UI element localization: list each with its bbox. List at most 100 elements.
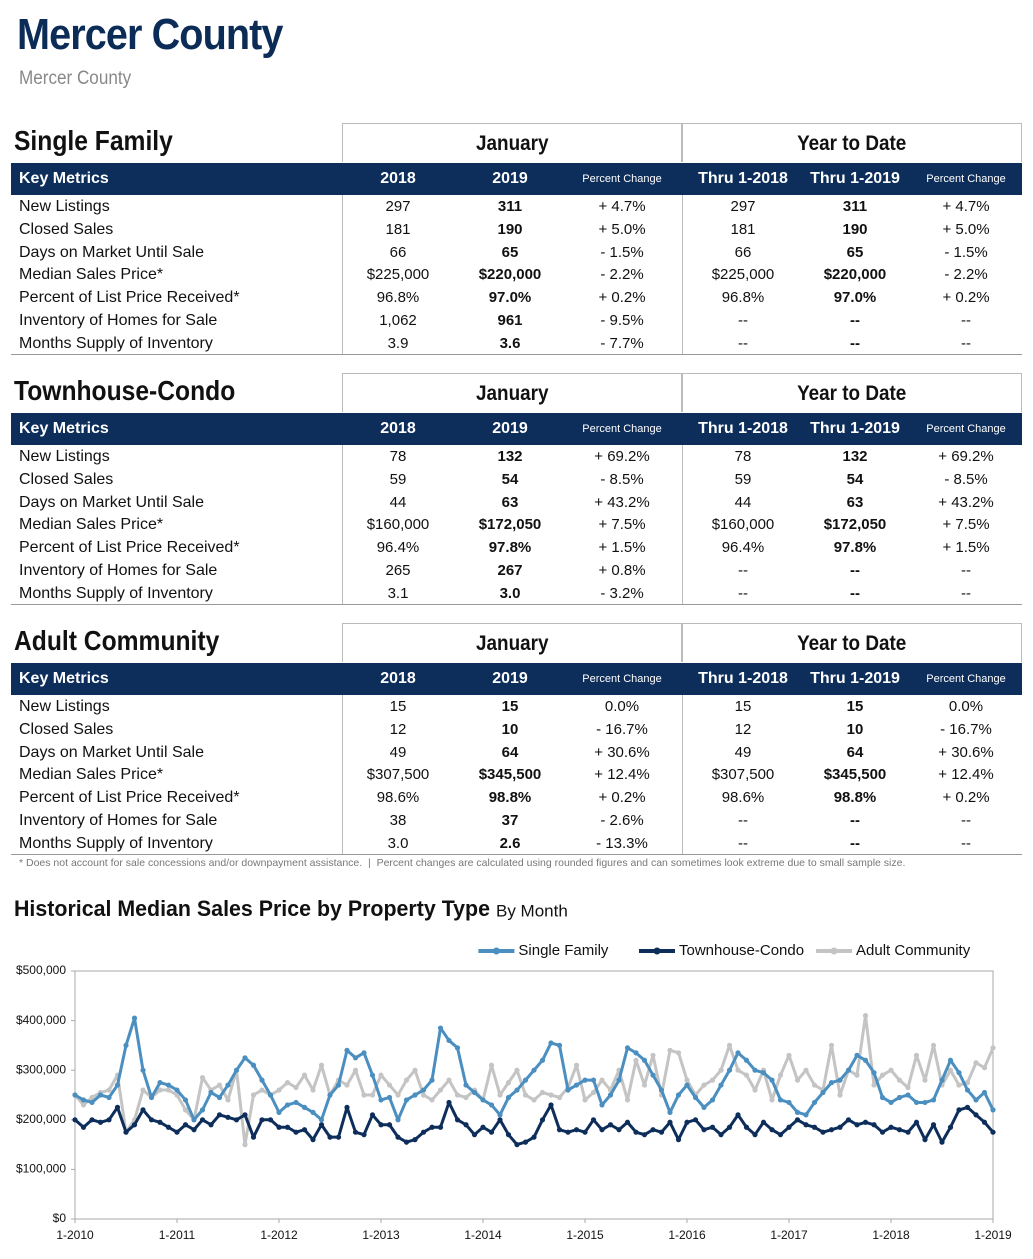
data-point	[854, 1122, 860, 1128]
cell-value: 311	[497, 198, 523, 215]
data-point	[522, 1077, 529, 1083]
bottom-rule	[11, 354, 1022, 355]
row-label: Months Supply of Inventory	[19, 584, 213, 602]
cell-value: 38	[389, 812, 407, 829]
chart-subtitle: By Month	[496, 901, 568, 920]
data-point	[267, 1117, 274, 1123]
cell-value: 1,062	[379, 312, 417, 329]
data-point	[522, 1139, 529, 1145]
section-title: Single Family	[14, 125, 173, 156]
data-point	[777, 1097, 784, 1103]
data-point	[650, 1072, 656, 1078]
cell-value: 63	[846, 493, 864, 511]
data-point	[276, 1087, 282, 1093]
cell-value: - 13.3%	[596, 834, 648, 852]
x-tick-label: 1-2019	[974, 1228, 1012, 1242]
header-row	[11, 413, 1022, 445]
data-point	[182, 1107, 189, 1113]
data-point	[701, 1104, 707, 1110]
data-point	[922, 1077, 928, 1083]
row-label: Months Supply of Inventory	[19, 334, 213, 352]
cell-value: 37	[501, 812, 519, 829]
section-title: Adult Community	[14, 625, 220, 656]
legend-swatch-dot	[653, 947, 661, 955]
cell-value: 181	[385, 220, 411, 238]
x-tick-label: 1-2016	[668, 1228, 706, 1242]
data-point	[650, 1127, 656, 1133]
data-point	[735, 1067, 741, 1073]
cell-value: 0.0%	[604, 698, 640, 715]
column-header: 2019	[492, 420, 528, 437]
period-header: Year to Date	[682, 623, 1022, 662]
data-point	[820, 1129, 826, 1135]
column-header: Key Metrics	[19, 170, 109, 187]
cell-value: - 1.5%	[944, 243, 988, 261]
data-point	[786, 1099, 792, 1106]
column-header: Key Metrics	[19, 420, 109, 437]
data-point	[718, 1082, 724, 1088]
data-point	[667, 1109, 673, 1115]
data-point	[199, 1107, 206, 1113]
data-point	[89, 1094, 95, 1101]
cell-value: 0.0%	[948, 698, 984, 715]
cell-value: --	[738, 562, 748, 579]
cell-value: + 7.5%	[942, 516, 990, 534]
data-point	[259, 1077, 265, 1083]
data-point	[947, 1067, 954, 1073]
x-tick-label: 1-2012	[260, 1228, 298, 1242]
cell-value: - 8.5%	[944, 470, 988, 488]
data-point	[395, 1134, 401, 1140]
cell-value: 15	[501, 698, 519, 715]
cell-value: + 7.5%	[598, 516, 646, 534]
data-point	[641, 1082, 648, 1088]
row-label: New Listings	[19, 448, 110, 465]
data-point	[743, 1072, 750, 1078]
data-point	[114, 1104, 121, 1110]
cell-value: 190	[842, 220, 868, 238]
cell-value: + 0.2%	[598, 289, 646, 307]
cell-value: + 0.2%	[942, 289, 990, 307]
data-point	[811, 1124, 818, 1130]
row-label: Days on Market Until Sale	[19, 493, 204, 511]
data-point	[684, 1119, 690, 1125]
data-point	[318, 1122, 325, 1128]
column-divider	[682, 695, 683, 855]
data-point	[344, 1104, 350, 1110]
cell-value: --	[738, 334, 748, 352]
data-point	[845, 1117, 852, 1123]
data-point	[607, 1122, 614, 1128]
cell-value: 3.6	[499, 334, 521, 352]
data-point	[165, 1082, 172, 1088]
column-header: Thru 1-2019	[810, 170, 900, 187]
data-point	[641, 1132, 648, 1138]
data-point	[386, 1082, 393, 1088]
data-point	[420, 1129, 427, 1135]
cell-value: 98.8%	[488, 789, 532, 807]
cell-value: $345,500	[823, 766, 887, 784]
column-header: 2019	[492, 170, 528, 187]
cell-value: + 1.5%	[598, 539, 646, 557]
data-point	[131, 1122, 138, 1128]
cell-value: - 2.2%	[600, 266, 644, 284]
cell-value: --	[850, 334, 860, 352]
data-point	[675, 1137, 682, 1143]
data-point	[480, 1097, 486, 1103]
cell-value: + 43.2%	[938, 493, 994, 511]
page-subtitle: Mercer County	[19, 68, 132, 89]
data-point	[310, 1087, 316, 1093]
data-point	[624, 1119, 631, 1125]
data-point	[488, 1102, 495, 1108]
cell-value: $160,000	[366, 516, 430, 534]
cell-value: 132	[497, 448, 523, 465]
data-point	[420, 1092, 427, 1098]
data-point	[505, 1094, 512, 1101]
data-point	[803, 1067, 809, 1073]
data-point	[845, 1067, 852, 1073]
data-point	[250, 1134, 257, 1140]
column-header: Thru 1-2019	[810, 670, 900, 687]
data-point	[590, 1077, 597, 1083]
data-point	[514, 1087, 520, 1093]
data-point	[556, 1042, 563, 1048]
data-point	[539, 1089, 546, 1096]
data-point	[964, 1087, 971, 1093]
